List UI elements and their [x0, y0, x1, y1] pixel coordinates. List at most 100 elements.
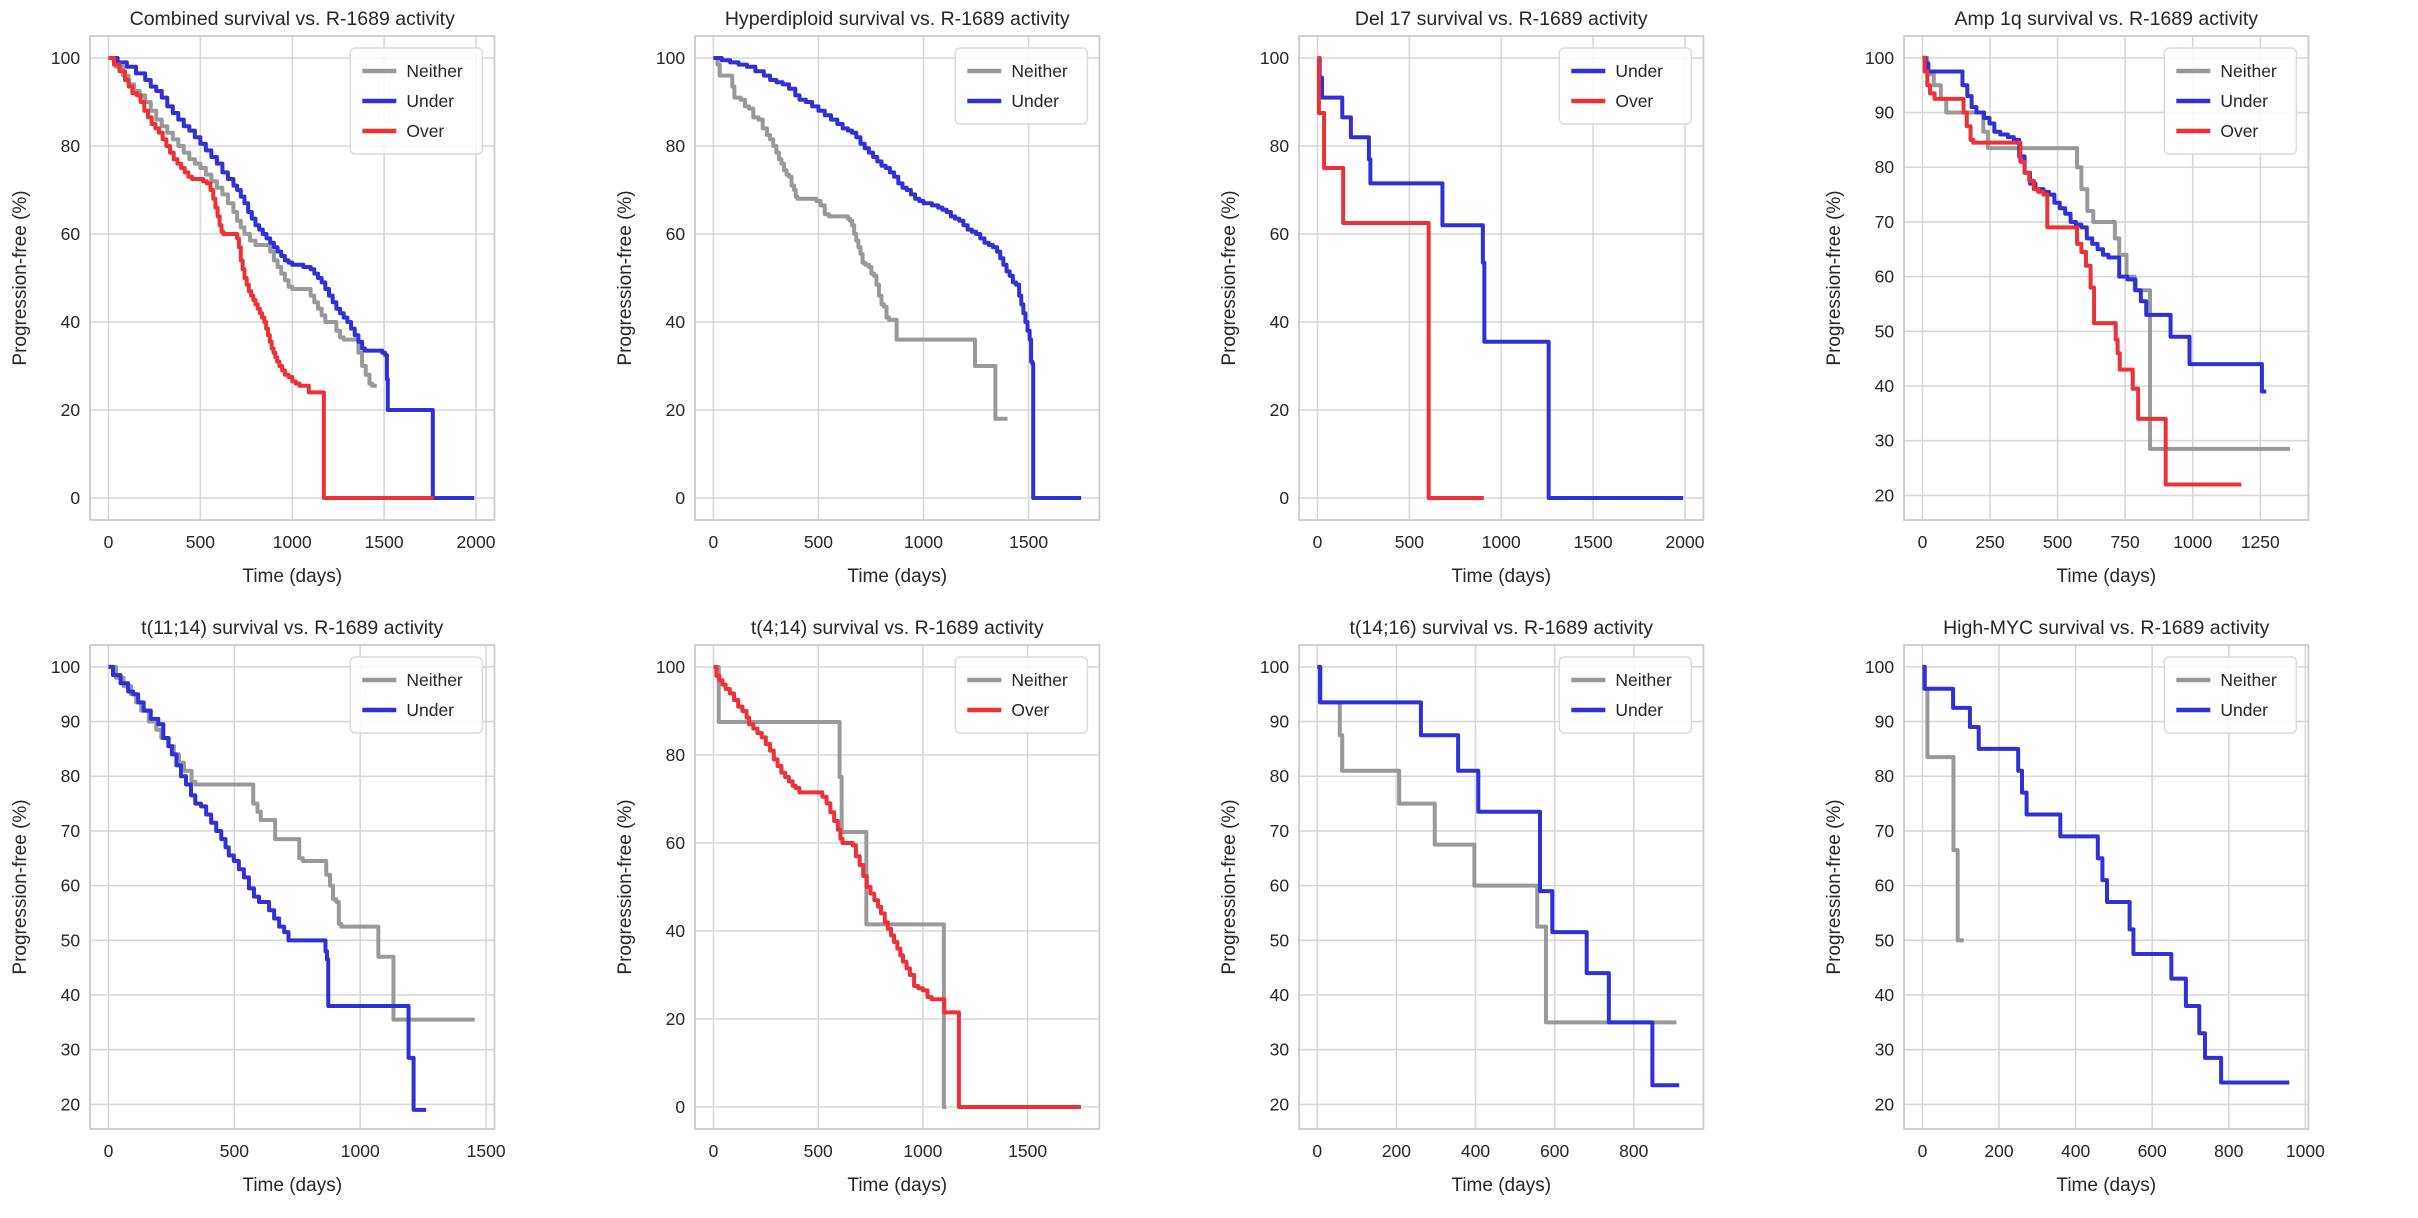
legend-label-over: Over — [406, 121, 444, 141]
y-tick-label: 40 — [1874, 985, 1894, 1005]
legend-box — [1558, 47, 1693, 125]
km-curve-neither — [108, 56, 377, 388]
x-tick-label: 1000 — [1482, 532, 1521, 552]
legend-box — [954, 656, 1088, 734]
plot-frame — [693, 35, 1100, 521]
y-tick-label: 90 — [61, 712, 81, 732]
subplot-2: Hyperdiploid survival vs. R-1689 activit… — [605, 0, 1210, 609]
x-tick-label: 2000 — [457, 532, 496, 552]
legend-box — [349, 47, 484, 155]
y-tick-label: 50 — [1874, 321, 1894, 341]
y-tick-label: 60 — [665, 833, 685, 853]
legend-label-neither: Neither — [406, 670, 463, 690]
x-tick-label: 500 — [186, 532, 215, 552]
y-axis-label: Progression-free (%) — [1219, 190, 1240, 365]
x-tick-label: 1000 — [2285, 1141, 2324, 1161]
x-axis-label: Time (days) — [1451, 1175, 1551, 1196]
y-tick-label: 60 — [1270, 876, 1290, 896]
subplot-5: t(11;14) survival vs. R-1689 activity 0 50… — [0, 609, 605, 1218]
km-curve-under — [1317, 56, 1684, 500]
x-tick-label: 400 — [1461, 1141, 1490, 1161]
legend-label-over: Over — [1011, 700, 1049, 720]
y-tick-label: 50 — [1270, 930, 1290, 950]
subplot-6: t(4;14) survival vs. R-1689 activity 0 500… — [605, 609, 1210, 1218]
y-tick-label: 20 — [61, 1094, 81, 1114]
y-tick-label: 100 — [1864, 48, 1893, 68]
legend-label-neither: Neither — [406, 61, 463, 81]
subplot-canvas-7: t(14;16) survival vs. R-1689 activity 0 20… — [1219, 617, 1705, 1196]
x-tick-label: 200 — [1984, 1141, 2013, 1161]
y-tick-label: 30 — [1270, 1040, 1290, 1060]
x-tick-label: 500 — [1395, 532, 1424, 552]
y-tick-label: 60 — [1874, 267, 1894, 287]
y-tick-label: 100 — [51, 48, 80, 68]
x-tick-label: 800 — [1619, 1141, 1648, 1161]
x-tick-label: 0 — [708, 1141, 718, 1161]
y-tick-label: 100 — [655, 657, 684, 677]
y-tick-label: 40 — [665, 312, 685, 332]
chart-title: t(11;14) survival vs. R-1689 activity — [141, 617, 443, 639]
y-tick-label: 60 — [665, 224, 685, 244]
x-tick-label: 500 — [2042, 532, 2071, 552]
x-tick-label: 0 — [1312, 1141, 1322, 1161]
x-tick-label: 0 — [1917, 1141, 1927, 1161]
y-tick-label: 70 — [1874, 821, 1894, 841]
chart-title: t(4;14) survival vs. R-1689 activity — [750, 617, 1043, 639]
y-tick-label: 40 — [1874, 376, 1894, 396]
y-tick-label: 20 — [1874, 485, 1894, 505]
y-tick-label: 20 — [61, 400, 81, 420]
x-tick-label: 1500 — [365, 532, 404, 552]
y-tick-label: 80 — [1874, 157, 1894, 177]
y-tick-label: 60 — [1874, 876, 1894, 896]
x-tick-label: 1000 — [2173, 532, 2212, 552]
legend-label-under: Under — [1615, 700, 1663, 720]
subplot-3: Del 17 survival vs. R-1689 activity 0 500 1… — [1209, 0, 1814, 609]
km-curve-over — [712, 665, 1081, 1109]
y-tick-label: 60 — [61, 876, 81, 896]
y-tick-label: 20 — [1270, 1094, 1290, 1114]
y-tick-label: 30 — [1874, 431, 1894, 451]
legend-label-neither: Neither — [1615, 670, 1672, 690]
plot-frame — [1298, 35, 1705, 521]
y-tick-label: 90 — [1270, 712, 1290, 732]
x-axis-label: Time (days) — [1451, 566, 1551, 587]
y-tick-label: 40 — [1270, 312, 1290, 332]
legend-label-over: Over — [1615, 91, 1653, 111]
y-tick-label: 40 — [61, 312, 81, 332]
plot-frame — [1902, 35, 2309, 521]
x-tick-label: 500 — [220, 1141, 249, 1161]
y-tick-label: 80 — [1874, 766, 1894, 786]
subplot-canvas-4: Amp 1q survival vs. R-1689 activity 0 250 5… — [1824, 8, 2309, 587]
y-tick-label: 100 — [1260, 48, 1289, 68]
chart-title: High-MYC survival vs. R-1689 activity — [1943, 617, 2270, 639]
y-axis-label: Progression-free (%) — [10, 799, 31, 974]
x-tick-label: 600 — [2137, 1141, 2166, 1161]
y-tick-label: 40 — [1270, 985, 1290, 1005]
chart-title: Hyperdiploid survival vs. R-1689 activit… — [724, 8, 1069, 30]
subplot-canvas-6: t(4;14) survival vs. R-1689 activity 0 500… — [615, 617, 1100, 1196]
plot-frame — [89, 35, 496, 521]
y-tick-label: 20 — [1270, 400, 1290, 420]
x-axis-label: Time (days) — [847, 566, 947, 587]
y-tick-label: 70 — [61, 821, 81, 841]
y-tick-label: 80 — [1270, 136, 1290, 156]
x-tick-label: 1000 — [341, 1141, 380, 1161]
km-curve-under — [712, 56, 1081, 500]
x-tick-label: 0 — [1917, 532, 1927, 552]
x-axis-label: Time (days) — [2056, 1175, 2156, 1196]
x-tick-label: 1000 — [903, 1141, 942, 1161]
x-tick-label: 0 — [104, 532, 114, 552]
km-curve-neither — [712, 665, 946, 1109]
legend-label-neither: Neither — [1011, 61, 1068, 81]
y-tick-label: 60 — [61, 224, 81, 244]
x-axis-label: Time (days) — [242, 566, 342, 587]
x-axis-label: Time (days) — [2056, 566, 2156, 587]
x-tick-label: 250 — [1975, 532, 2004, 552]
x-axis-label: Time (days) — [847, 1175, 947, 1196]
y-tick-label: 100 — [51, 657, 80, 677]
subplot-7: t(14;16) survival vs. R-1689 activity 0 20… — [1209, 609, 1814, 1218]
subplot-canvas-1: Combined survival vs. R-1689 activity 0 50… — [10, 8, 496, 587]
y-tick-label: 100 — [655, 48, 684, 68]
x-tick-label: 1250 — [2240, 532, 2279, 552]
